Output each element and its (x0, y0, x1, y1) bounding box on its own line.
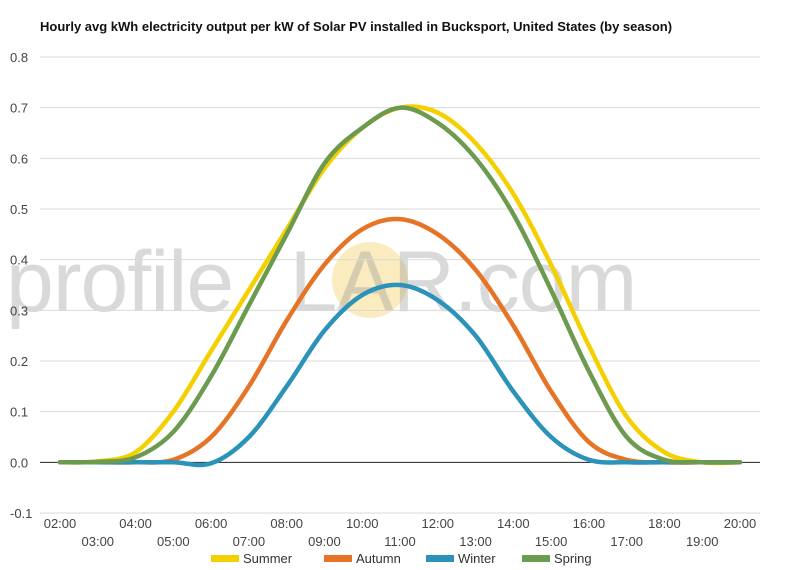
legend-label: Spring (554, 551, 592, 566)
x-tick-label: 06:00 (195, 516, 228, 531)
grid-lines (40, 56, 760, 514)
y-tick-label: 0.5 (10, 202, 28, 217)
legend-item-summer[interactable]: Summer (211, 551, 293, 566)
x-tick-label: 13:00 (459, 534, 492, 549)
y-tick-label: 0.1 (10, 405, 28, 420)
legend-item-autumn[interactable]: Autumn (324, 551, 401, 566)
watermark-text-right: LAR.com (290, 234, 637, 330)
y-tick-label: 0.0 (10, 455, 28, 470)
watermark-text: profileSLAR.com (6, 234, 636, 330)
x-tick-label: 14:00 (497, 516, 530, 531)
y-tick-label: 0.7 (10, 101, 28, 116)
legend: Summer Autumn Winter Spring (211, 551, 592, 566)
y-tick-label: 0.3 (10, 303, 28, 318)
x-tick-label: 18:00 (648, 516, 681, 531)
series-line-spring (57, 105, 743, 465)
watermark-text-left: profile (6, 234, 233, 330)
x-tick-label: 09:00 (308, 534, 341, 549)
series-line-autumn (57, 216, 743, 465)
x-tick-label: 08:00 (270, 516, 303, 531)
legend-label: Summer (243, 551, 293, 566)
chart-title: Hourly avg kWh electricity output per kW… (40, 19, 673, 34)
x-tick-label: 02:00 (44, 516, 77, 531)
watermark: profileSLAR.com (6, 234, 637, 330)
legend-swatch (324, 555, 352, 562)
y-tick-label: 0.2 (10, 354, 28, 369)
y-tick-label: -0.1 (10, 506, 32, 521)
x-tick-label: 11:00 (384, 534, 416, 549)
series-lines (57, 104, 743, 468)
y-tick-label: 0.8 (10, 50, 28, 65)
x-tick-label: 17:00 (610, 534, 643, 549)
legend-swatch (426, 555, 454, 562)
x-tick-label: 16:00 (573, 516, 606, 531)
series-line-winter (57, 282, 743, 468)
x-tick-label: 19:00 (686, 534, 719, 549)
legend-label: Autumn (356, 551, 401, 566)
x-tick-label: 03:00 (82, 534, 115, 549)
x-tick-label: 04:00 (119, 516, 152, 531)
watermark-sun-icon (332, 242, 408, 318)
x-tick-label: 20:00 (724, 516, 757, 531)
x-tick-label: 10:00 (346, 516, 379, 531)
legend-label: Winter (458, 551, 496, 566)
legend-swatch (211, 555, 239, 562)
legend-swatch (522, 555, 550, 562)
y-tick-label: 0.6 (10, 151, 28, 166)
x-tick-label: 07:00 (233, 534, 266, 549)
y-axis-ticks: -0.1 0.0 0.1 0.2 0.3 0.4 0.5 0.6 0.7 0.8 (10, 50, 32, 521)
y-tick-label: 0.4 (10, 253, 28, 268)
legend-item-spring[interactable]: Spring (522, 551, 592, 566)
x-axis-ticks: 02:00 03:00 04:00 05:00 06:00 07:00 08:00 09:00… (44, 516, 757, 549)
x-tick-label: 05:00 (157, 534, 190, 549)
legend-item-winter[interactable]: Winter (426, 551, 496, 566)
x-tick-label: 12:00 (422, 516, 455, 531)
x-tick-label: 15:00 (535, 534, 568, 549)
